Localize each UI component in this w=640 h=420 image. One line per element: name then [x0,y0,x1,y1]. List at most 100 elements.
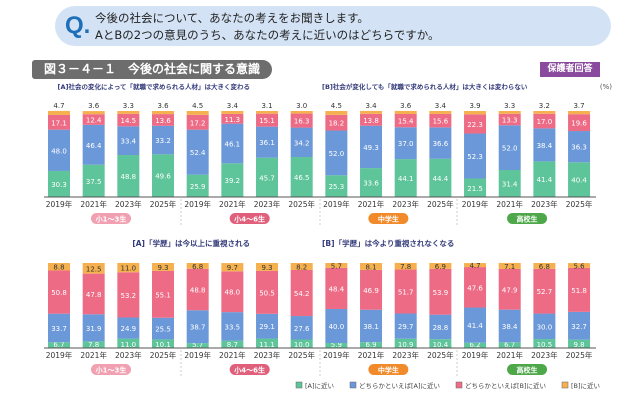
bar-segment [186,114,209,130]
data-label: 11.0 [121,341,137,349]
label-a: [A]「学歴」は今以上に重視される [132,238,250,248]
group-pill [91,364,132,375]
bar-segment [325,263,348,268]
data-label: 30.3 [51,181,67,189]
group-pill [507,213,548,224]
data-label: 13.3 [502,117,518,125]
bar-segment [568,311,591,340]
x-tick-label: 2019年 [462,350,489,360]
data-label: 28.8 [433,324,449,332]
bar-segment [152,339,175,348]
bar-segment [48,114,70,130]
data-label: 4.7 [53,102,64,110]
bar-segment [498,342,521,348]
bar-segment [360,110,383,114]
bar-segment [533,128,556,162]
bar-segment [568,111,591,115]
data-label: 3.9 [469,102,480,110]
bar-segment [533,113,556,129]
data-label: 45.7 [259,174,275,182]
group-label: 中学生 [378,215,399,224]
bar-segment [48,129,70,171]
data-label: 3.3 [504,102,515,110]
x-tick-label: 2023年 [115,350,142,360]
data-label: 3.4 [435,102,447,110]
data-label: 49.6 [155,173,171,181]
data-label: 10.1 [155,341,171,349]
data-label: 48.8 [121,173,137,181]
bar-segment [325,111,348,115]
bar-segment [429,113,452,128]
data-label: 29.1 [259,323,275,331]
unit-label: (%) [600,83,612,91]
x-tick-label: 2019年 [184,350,211,360]
data-label: 41.4 [467,322,483,330]
bar-segment [48,270,70,314]
data-label: 10.9 [398,341,414,349]
bar-segment [325,130,348,176]
x-tick-label: 2019年 [462,199,489,209]
bar-segment [360,269,383,310]
bar-segment [568,263,591,268]
bar-segment [360,125,383,169]
bar-segment [498,111,521,114]
bar-segment [394,313,417,339]
bar-segment [429,263,452,269]
x-tick-label: 2023年 [254,199,281,209]
data-label: 18.2 [329,120,345,128]
group-label: 高校生 [517,366,538,375]
bar-segment [48,170,70,197]
bar-segment [533,111,556,114]
bar-segment [82,263,105,274]
bar-segment [394,127,417,160]
data-label: 5.7 [331,262,342,270]
data-label: 38.4 [537,142,553,150]
bar-segment [325,175,348,197]
bar-segment [464,133,487,179]
x-tick-label: 2021年 [80,199,107,209]
label-b: [B]社会が変化しても「就職で求められる人材」は大きくは変わらない [322,82,528,91]
bar-segment [568,339,591,348]
data-label: 51.7 [398,289,414,297]
data-label: 47.8 [86,291,102,299]
data-label: 51.8 [571,287,587,295]
x-tick-label: 2021年 [219,199,246,209]
data-label: 6.7 [504,341,515,349]
data-label: 9.3 [157,264,168,272]
bar-segment [533,313,556,340]
bar-segment [48,263,70,271]
data-label: 4.5 [192,102,203,110]
data-label: 46.1 [225,140,241,148]
group-label: 小4～6生 [233,366,265,375]
bar-segment [498,262,521,269]
data-label: 19.6 [571,120,587,128]
data-label: 34.2 [294,139,310,147]
bar-segment [82,341,105,348]
bar-segment [117,113,140,127]
bar-segment [221,340,244,348]
question-line-1: 今後の社会について、あなたの考えをお聞きします。 [95,11,369,25]
bar-segment [186,310,209,344]
legend-label: [A]に近い [305,381,334,390]
bar-segment [152,270,175,318]
data-label: 5.6 [573,262,585,270]
x-tick-label: 2025年 [150,199,177,209]
bar-segment [325,267,348,309]
data-label: 11.0 [121,265,137,273]
bar-segment [256,270,279,314]
data-label: 4.7 [469,262,480,270]
data-label: 17.0 [537,118,553,126]
data-label: 7.8 [400,263,411,271]
x-tick-label: 2019年 [323,199,350,209]
data-label: 11.3 [225,116,241,124]
data-label: 15.4 [398,118,414,126]
data-label: 27.6 [294,325,310,333]
bar-segment [290,111,313,114]
bar-segment [117,155,140,197]
bar-segment [117,111,140,114]
data-label: 44.4 [433,175,449,183]
bar-segment [568,131,591,163]
legend-swatch [561,381,569,389]
